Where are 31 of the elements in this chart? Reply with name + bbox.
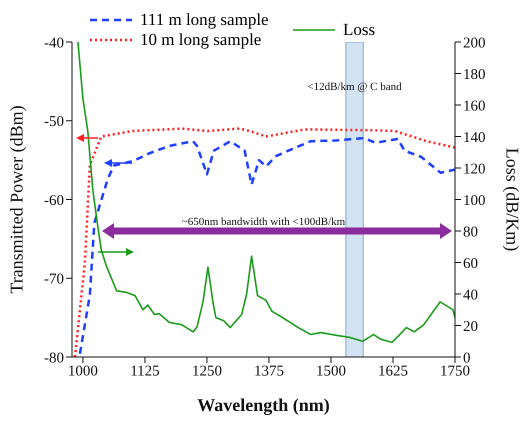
ref-line-label: ~650nm bandwidth with <100dB/km — [182, 216, 346, 228]
y2-tick-label: 100 — [463, 192, 486, 209]
y2-tick-label: 120 — [463, 161, 486, 178]
y-tick-label: -60 — [44, 192, 64, 209]
y2-tick-label: 140 — [463, 130, 486, 146]
y2-tick-label: 0 — [463, 350, 470, 366]
y2-axis-title: Loss (dB/Km) — [502, 148, 523, 252]
band-label: <12dB/km @ C band — [307, 80, 402, 93]
legend-label: Loss — [343, 20, 376, 40]
x-tick-label: 1375 — [254, 364, 284, 380]
y-tick-label: -70 — [44, 272, 64, 288]
y2-tick-label: 40 — [463, 287, 478, 304]
y-tick-label: -80 — [44, 350, 64, 366]
x-tick-label: 1500 — [316, 364, 346, 380]
y2-tick-label: 160 — [463, 98, 486, 114]
x-tick-label: 1000 — [68, 364, 98, 380]
x-axis-title: Wavelength (nm) — [197, 395, 330, 415]
x-tick-label: 1125 — [130, 364, 160, 380]
x-tick-label: 1625 — [378, 364, 408, 380]
y2-tick-label: 80 — [463, 224, 478, 240]
legend-label: 111 m long sample — [140, 10, 269, 30]
y2-tick-label: 60 — [463, 256, 478, 272]
y2-tick-label: 20 — [463, 318, 478, 335]
legend-label: 10 m long sample — [140, 30, 262, 50]
y2-tick-label: 200 — [463, 35, 486, 52]
x-tick-label: 1250 — [192, 364, 222, 380]
y-tick-label: -50 — [44, 114, 64, 130]
y-tick-label: -40 — [44, 35, 64, 52]
y2-tick-label: 180 — [463, 66, 486, 83]
x-tick-label: 1750 — [440, 364, 470, 380]
y-axis-title: Transmitted Power (dBm) — [6, 105, 26, 294]
